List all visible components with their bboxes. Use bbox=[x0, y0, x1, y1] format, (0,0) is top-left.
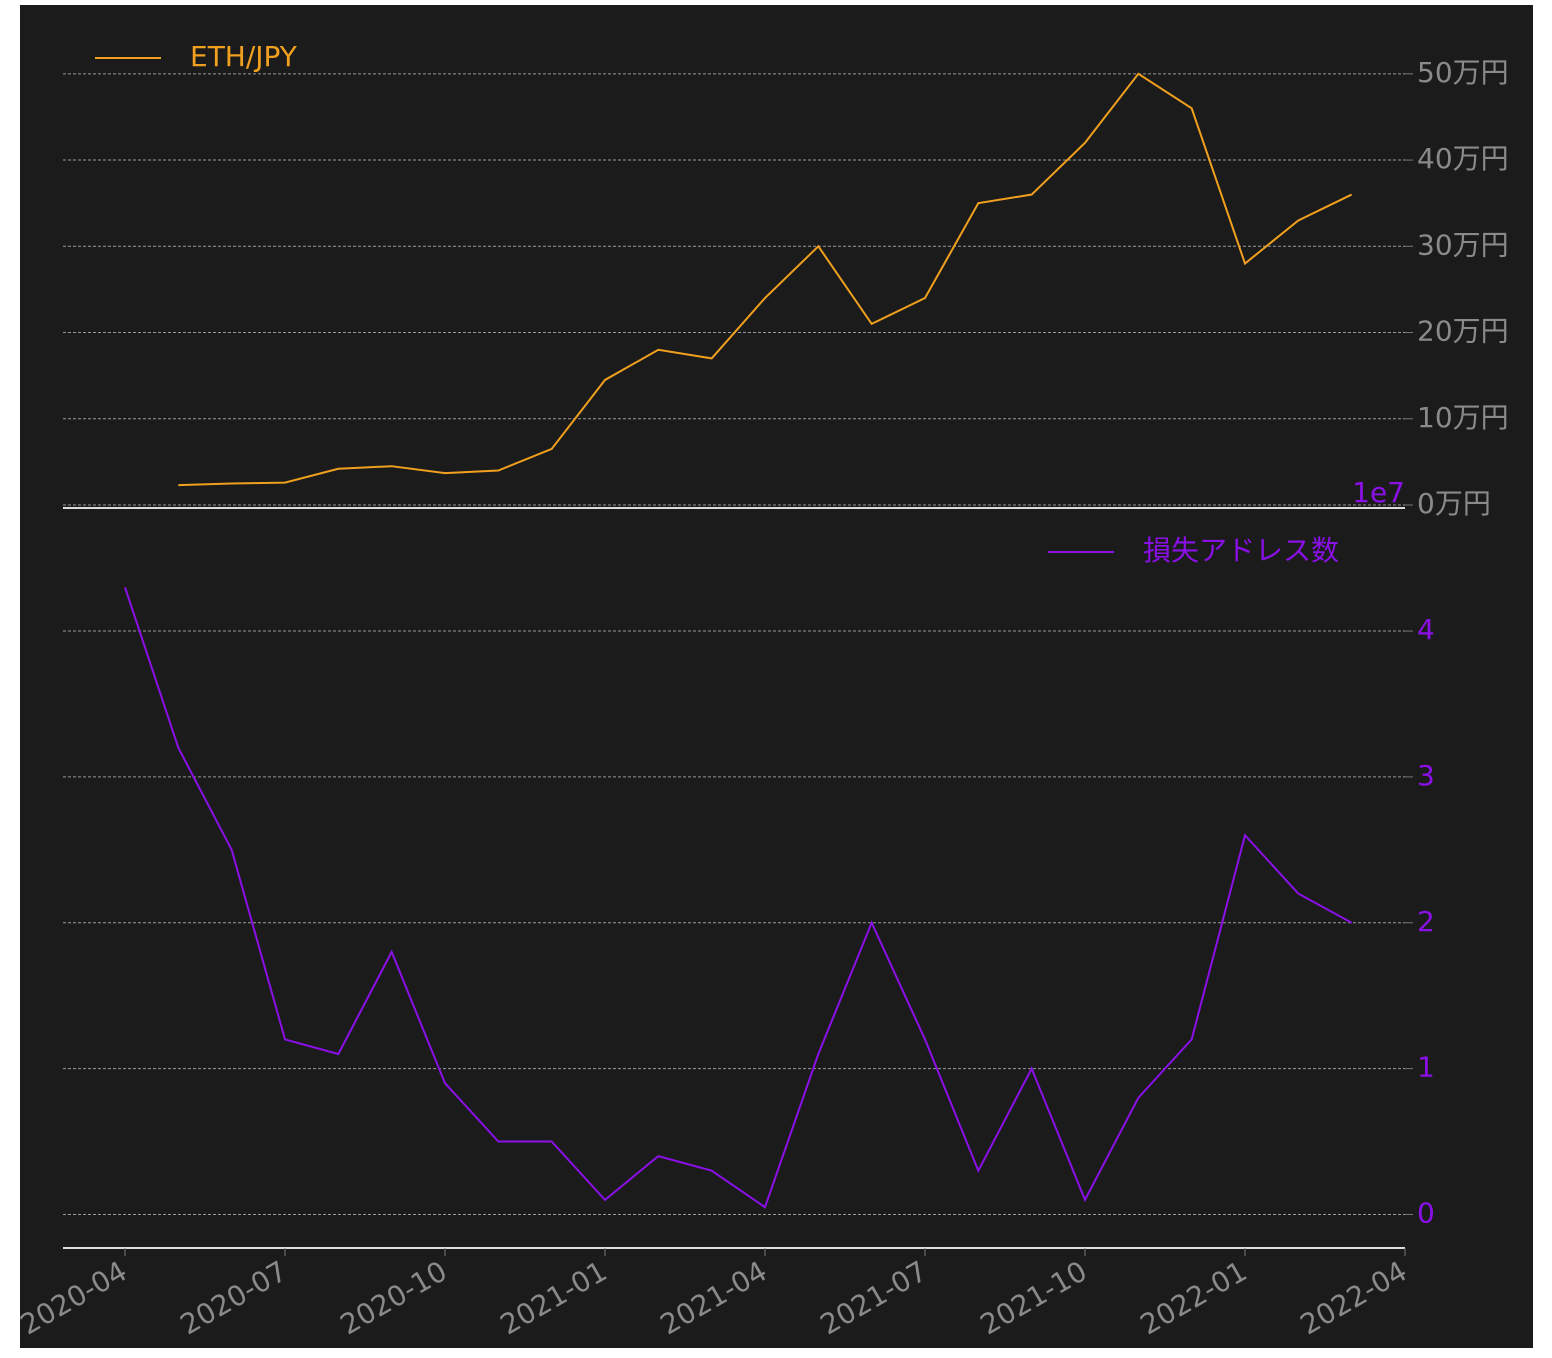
y-tick-label: 0万円 bbox=[1417, 487, 1491, 520]
y-tick-label: 30万円 bbox=[1417, 228, 1509, 261]
y-tick-label: 1 bbox=[1417, 1051, 1435, 1084]
y-tick-label: 10万円 bbox=[1417, 401, 1509, 434]
legend-label: 損失アドレス数 bbox=[1143, 534, 1339, 567]
data-line bbox=[124, 586, 1353, 1209]
y-tick-label: 50万円 bbox=[1417, 56, 1509, 89]
data-line bbox=[178, 72, 1353, 487]
y-tick-label: 2 bbox=[1417, 905, 1435, 938]
legend-label: ETH/JPY bbox=[190, 40, 298, 73]
y-tick-label: 3 bbox=[1417, 759, 1435, 792]
y-tick-label: 4 bbox=[1417, 613, 1435, 646]
y-tick-label: 40万円 bbox=[1417, 142, 1509, 175]
axis-offset: 1e7 bbox=[1352, 476, 1405, 509]
background bbox=[20, 5, 1533, 1348]
y-tick-label: 0 bbox=[1417, 1196, 1435, 1229]
y-tick-label: 20万円 bbox=[1417, 315, 1509, 348]
